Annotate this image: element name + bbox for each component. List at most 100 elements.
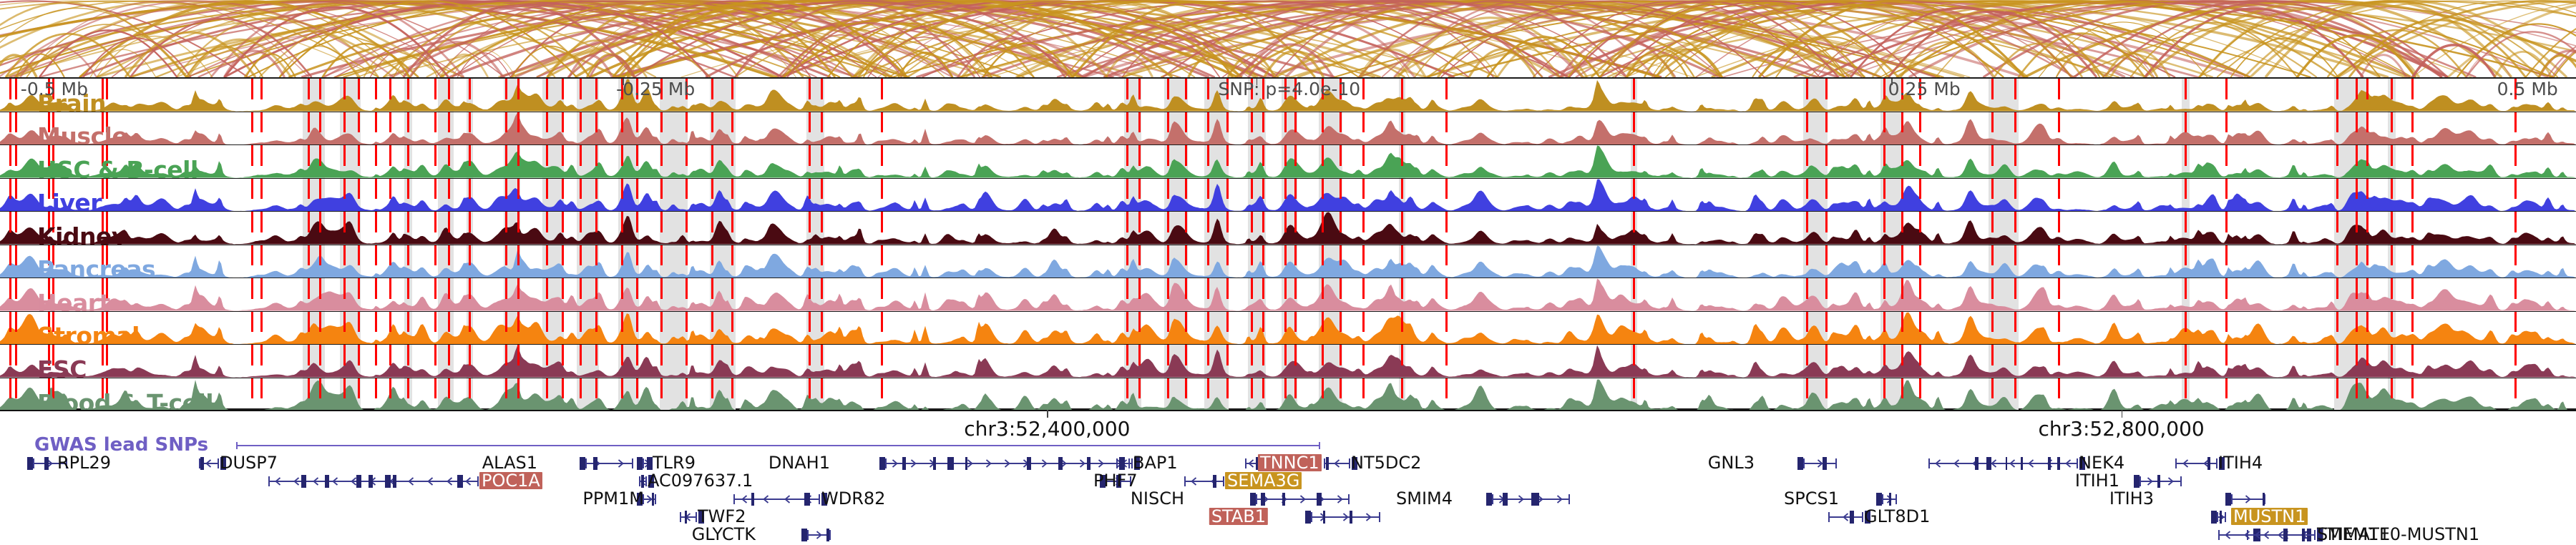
snp-marker[interactable] — [2514, 245, 2517, 266]
snp-marker[interactable] — [1262, 145, 1264, 166]
snp-marker[interactable] — [1825, 212, 1828, 232]
snp-marker[interactable] — [358, 212, 361, 232]
snp-marker[interactable] — [1362, 145, 1365, 166]
snp-marker[interactable] — [1321, 378, 1324, 399]
snp-marker[interactable] — [47, 178, 50, 200]
snp-marker[interactable] — [406, 112, 409, 133]
snp-marker[interactable] — [260, 378, 263, 399]
snp-marker[interactable] — [47, 311, 50, 333]
snp-marker[interactable] — [1883, 145, 1885, 166]
gene-label[interactable]: TLR9 — [653, 453, 696, 473]
snp-marker[interactable] — [731, 378, 734, 399]
snp-marker[interactable] — [561, 245, 564, 266]
snp-marker[interactable] — [2184, 245, 2187, 266]
snp-marker[interactable] — [260, 345, 263, 365]
gene-stab1[interactable]: STAB1 — [0, 508, 2576, 526]
snp-marker[interactable] — [809, 278, 811, 299]
snp-marker[interactable] — [14, 178, 17, 200]
snp-marker[interactable] — [1250, 145, 1253, 166]
snp-marker[interactable] — [1340, 79, 1342, 99]
snp-marker[interactable] — [1901, 79, 1903, 99]
snp-marker[interactable] — [374, 378, 377, 399]
snp-marker[interactable] — [260, 278, 263, 299]
snp-marker[interactable] — [2336, 245, 2339, 266]
snp-marker[interactable] — [389, 378, 392, 399]
snp-marker[interactable] — [1825, 278, 1828, 299]
snp-marker[interactable] — [251, 245, 253, 266]
snp-marker[interactable] — [711, 212, 713, 232]
snp-marker[interactable] — [1633, 112, 1636, 133]
snp-marker[interactable] — [106, 245, 109, 266]
snp-marker[interactable] — [374, 311, 377, 333]
snp-marker[interactable] — [636, 145, 639, 166]
snp-marker[interactable] — [319, 311, 322, 333]
snp-marker[interactable] — [504, 245, 507, 266]
snp-marker[interactable] — [1901, 145, 1903, 166]
snp-marker[interactable] — [1991, 345, 1994, 365]
snp-marker[interactable] — [2390, 345, 2393, 365]
snp-marker[interactable] — [2225, 212, 2228, 232]
snp-marker[interactable] — [1825, 378, 1828, 399]
snp-marker[interactable] — [2514, 112, 2517, 133]
snp-marker[interactable] — [636, 212, 639, 232]
snp-marker[interactable] — [620, 278, 623, 299]
snp-marker[interactable] — [517, 378, 519, 399]
snp-marker[interactable] — [2014, 245, 2017, 266]
snp-marker[interactable] — [434, 278, 436, 299]
snp-marker[interactable] — [809, 378, 811, 399]
snp-marker[interactable] — [1362, 345, 1365, 365]
snp-marker[interactable] — [660, 79, 663, 99]
snp-marker[interactable] — [106, 112, 109, 133]
snp-marker[interactable] — [9, 345, 11, 365]
snp-marker[interactable] — [820, 145, 823, 166]
snp-marker[interactable] — [2014, 345, 2017, 365]
snp-marker[interactable] — [1340, 245, 1342, 266]
snp-marker[interactable] — [561, 145, 564, 166]
snp-marker[interactable] — [9, 79, 11, 99]
snp-marker[interactable] — [9, 245, 11, 266]
snp-marker[interactable] — [1825, 112, 1828, 133]
snp-marker[interactable] — [1321, 278, 1324, 299]
snp-marker[interactable] — [1262, 79, 1264, 99]
snp-marker[interactable] — [1138, 378, 1141, 399]
snp-marker[interactable] — [434, 145, 436, 166]
snp-marker[interactable] — [1362, 79, 1365, 99]
snp-marker[interactable] — [469, 145, 472, 166]
snp-marker[interactable] — [251, 178, 253, 200]
snp-marker[interactable] — [9, 145, 11, 166]
snp-marker[interactable] — [881, 79, 884, 99]
snp-marker[interactable] — [881, 112, 884, 133]
snp-marker[interactable] — [47, 378, 50, 399]
snp-marker[interactable] — [561, 278, 564, 299]
snp-marker[interactable] — [47, 79, 50, 99]
snp-marker[interactable] — [595, 278, 597, 299]
snp-marker[interactable] — [2184, 79, 2187, 99]
snp-marker[interactable] — [2225, 145, 2228, 166]
snp-marker[interactable] — [389, 178, 392, 200]
snp-marker[interactable] — [809, 212, 811, 232]
snp-marker[interactable] — [260, 145, 263, 166]
snp-marker[interactable] — [1185, 245, 1187, 266]
snp-marker[interactable] — [1206, 79, 1209, 99]
snp-marker[interactable] — [319, 378, 322, 399]
snp-marker[interactable] — [2058, 178, 2061, 200]
snp-marker[interactable] — [1294, 245, 1297, 266]
snp-marker[interactable] — [469, 79, 472, 99]
snp-marker[interactable] — [14, 145, 17, 166]
snp-marker[interactable] — [660, 378, 663, 399]
snp-marker[interactable] — [358, 112, 361, 133]
snp-marker[interactable] — [52, 145, 54, 166]
snp-marker[interactable] — [2411, 245, 2414, 266]
snp-marker[interactable] — [52, 378, 54, 399]
gene-label[interactable]: NT5DC2 — [1351, 453, 1422, 473]
gene-ppm1m[interactable]: PPM1M — [0, 490, 2576, 508]
snp-marker[interactable] — [711, 378, 713, 399]
snp-marker[interactable] — [636, 112, 639, 133]
snp-marker[interactable] — [636, 79, 639, 99]
snp-marker[interactable] — [1633, 311, 1636, 333]
gene-wdr82[interactable]: WDR82 — [0, 490, 2576, 508]
gene-phf7[interactable]: PHF7 — [0, 472, 2576, 490]
gene-label[interactable]: MUSTN1 — [2231, 508, 2308, 525]
snp-marker[interactable] — [251, 345, 253, 365]
snp-marker[interactable] — [52, 212, 54, 232]
